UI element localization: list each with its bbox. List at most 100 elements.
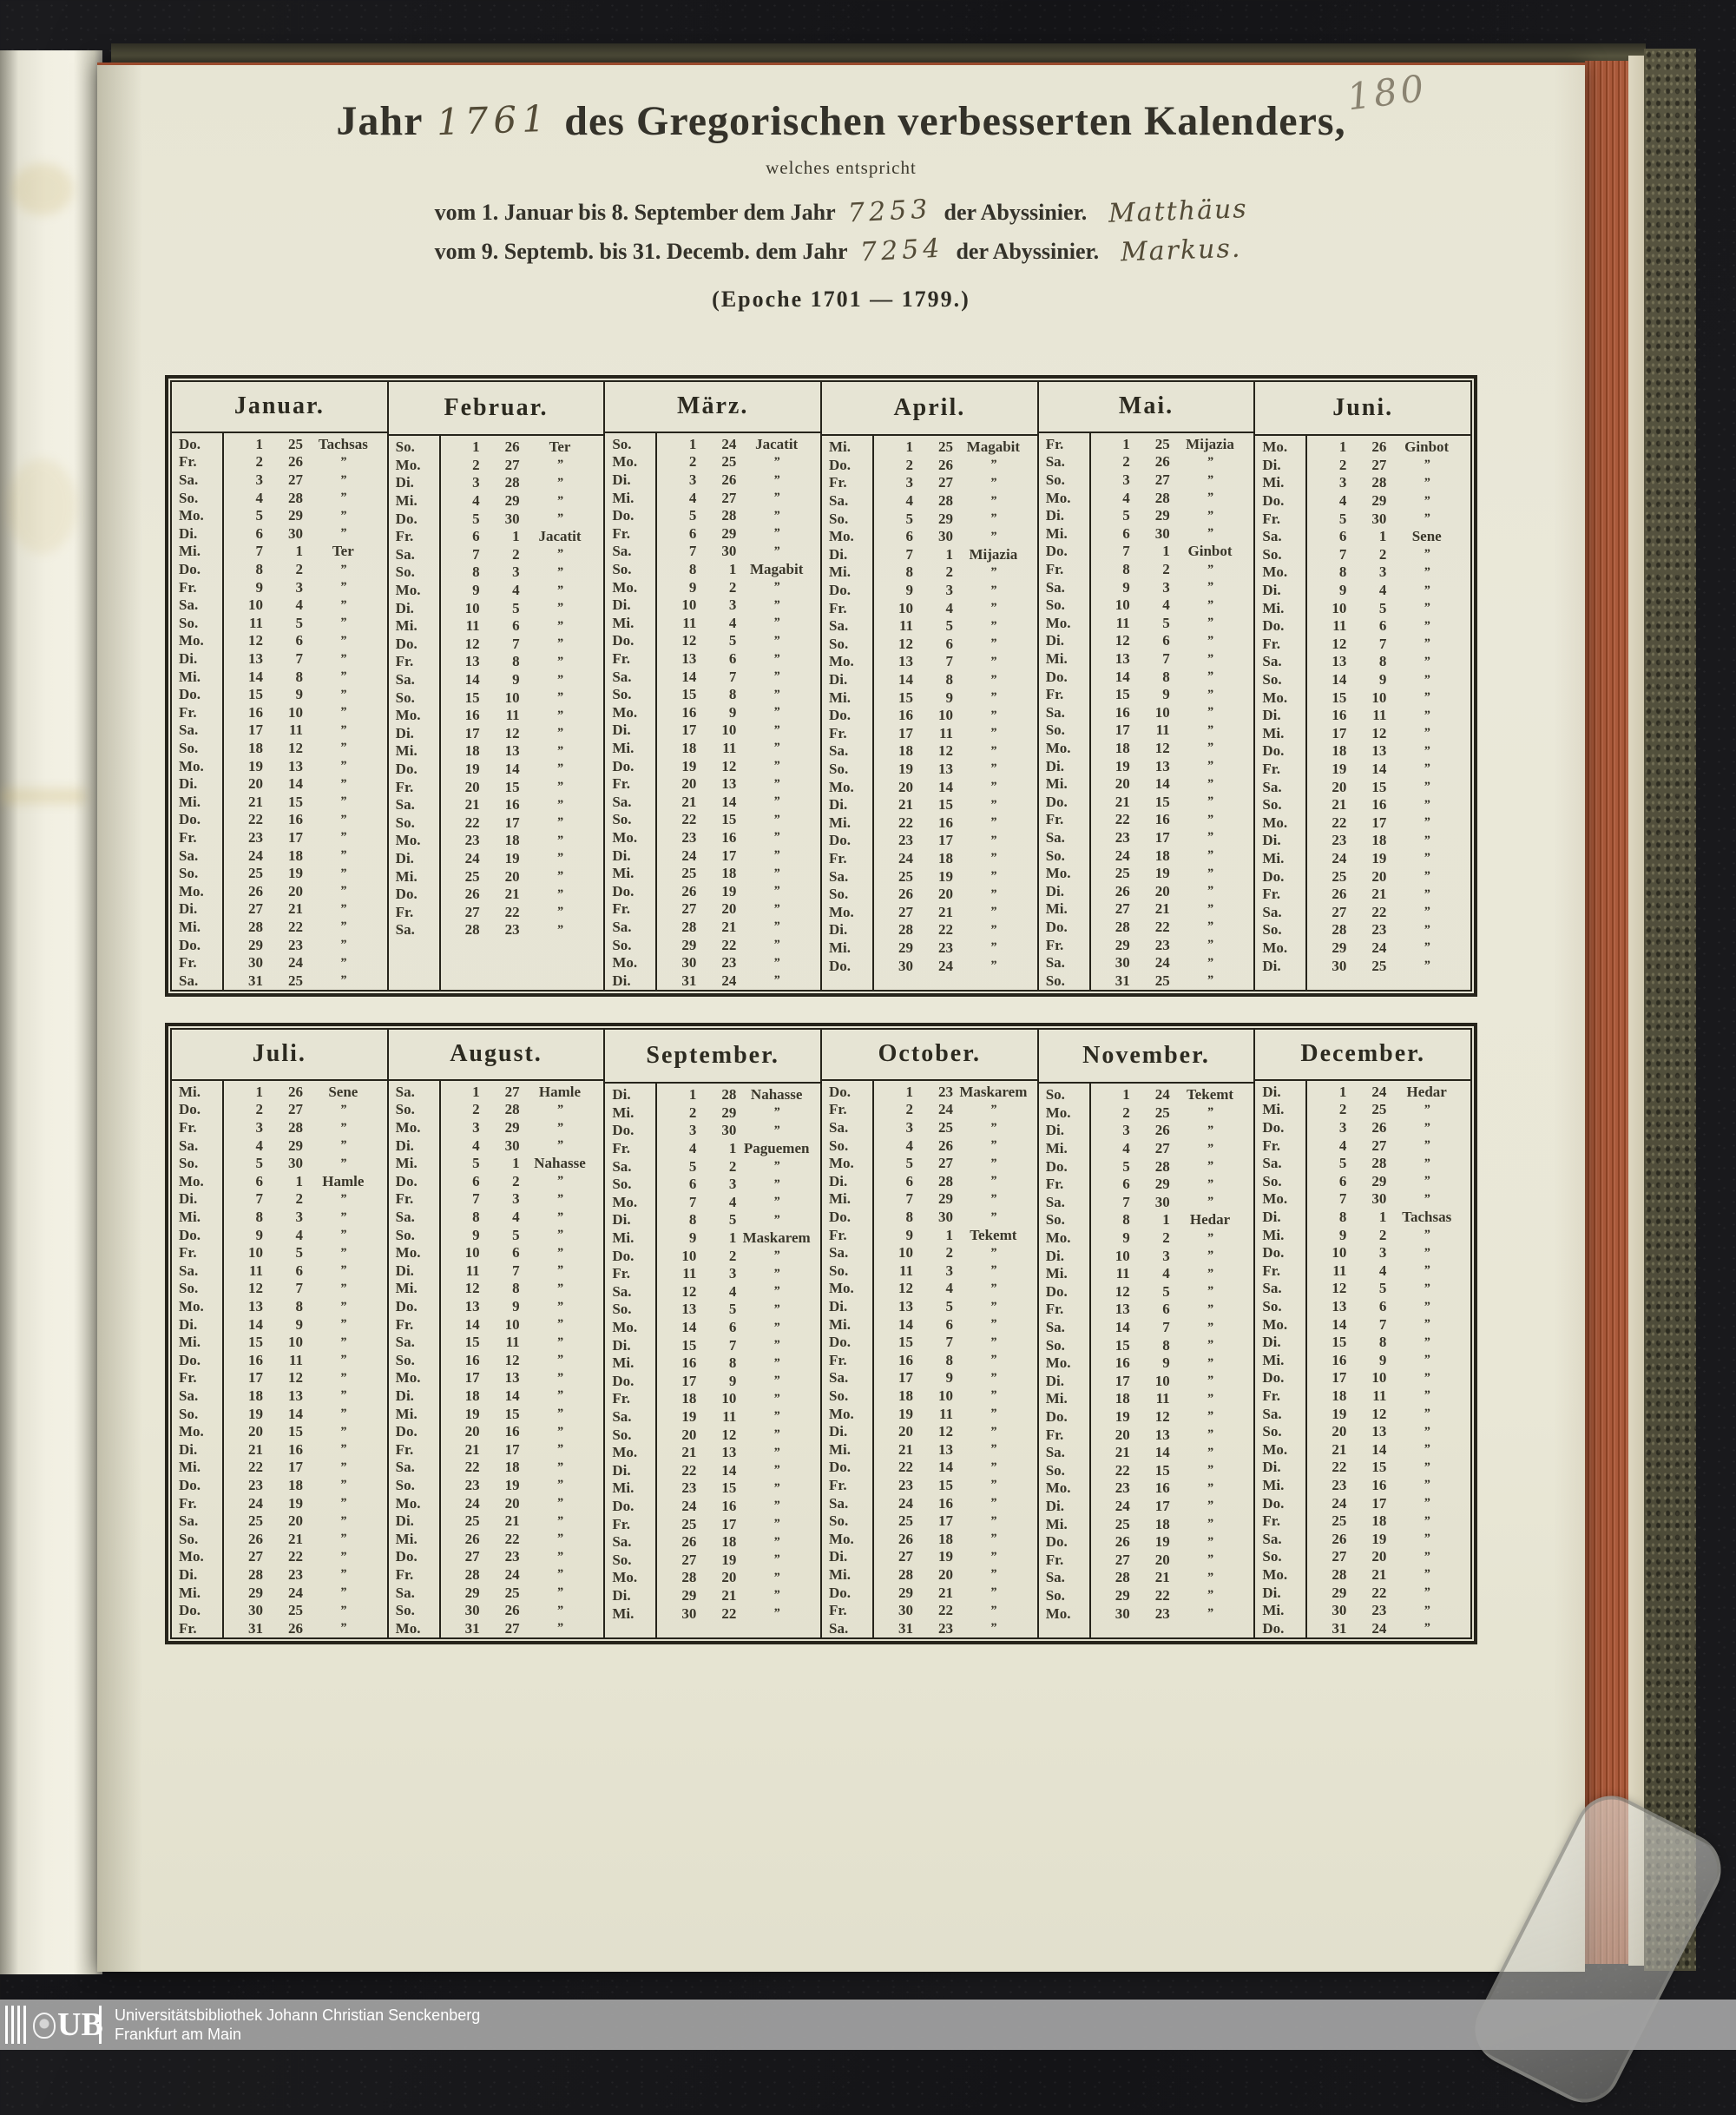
calendar-row: So. 17 11” [1039, 721, 1254, 740]
weekday-cell: Mo. [1262, 939, 1288, 956]
gregorian-day-cell: 13 [1332, 1298, 1347, 1315]
ditto-mark: ” [1423, 1317, 1430, 1332]
correspondence-text: der Abyssinier. [944, 200, 1088, 225]
ditto-mark: ” [990, 654, 997, 669]
ditto-mark: ” [1423, 1299, 1430, 1314]
gregorian-day-cell: 17 [1332, 724, 1347, 741]
calendar-row: Do. 30 25” [172, 1602, 387, 1620]
abyssinian-day-cell: 25 [288, 972, 303, 989]
abyssinian-day-cell: 14 [288, 1405, 303, 1422]
ditto-mark: ” [990, 869, 997, 884]
abyssinian-month-cell: Ginbot [1404, 438, 1450, 456]
library-city: Frankfurt am Main [115, 2026, 242, 2043]
gregorian-day-cell: 19 [898, 760, 914, 777]
calendar-row: Do. 23 17” [822, 832, 1037, 850]
calendar-row: Fr. 10 5” [172, 1244, 387, 1262]
calendar-row: So. 29 22” [1039, 1587, 1254, 1605]
weekday-cell: So. [829, 886, 849, 903]
calendar-row: Di. 7 2” [172, 1190, 387, 1209]
gregorian-day-cell: 20 [681, 1426, 697, 1443]
ditto-mark: ” [1207, 1301, 1213, 1316]
calendar-row: Do. 10 2” [605, 1247, 820, 1265]
ditto-mark: ” [556, 1621, 563, 1636]
weekday-cell: So. [179, 739, 199, 756]
abyssinian-day-cell: 28 [721, 507, 737, 524]
gregorian-day-cell: 13 [681, 1301, 697, 1318]
gregorian-day-cell: 6 [688, 524, 697, 542]
gregorian-day-cell: 23 [1332, 1476, 1347, 1493]
calendar-row: Di. 17 10” [605, 721, 820, 740]
ditto-mark: ” [990, 1281, 997, 1295]
month-header: Januar. [172, 382, 387, 433]
gregorian-day-cell: 25 [898, 1512, 914, 1530]
calendar-row: So. 8 1 Hedar [1039, 1211, 1254, 1229]
ditto-mark: ” [556, 1442, 563, 1457]
ditto-mark: ” [773, 616, 780, 630]
weekday-cell: Mo. [1045, 739, 1071, 756]
calendar-row: Sa. 16 10” [1039, 704, 1254, 722]
calendar-row: So. 19 14” [172, 1405, 387, 1423]
weekday-cell: Di. [179, 524, 198, 542]
gregorian-day-cell: 22 [681, 811, 697, 828]
gregorian-day-cell: 17 [898, 724, 914, 741]
ditto-mark: ” [556, 761, 563, 776]
calendar-row: Di. 24 19” [389, 850, 604, 868]
weekday-cell: Sa. [1045, 1319, 1065, 1336]
weekday-cell: Fr. [612, 775, 630, 793]
ditto-mark: ” [773, 1570, 780, 1585]
gregorian-day-cell: 16 [1115, 703, 1130, 721]
gregorian-day-cell: 1 [255, 435, 264, 452]
weekday-cell: Do. [1262, 1119, 1285, 1137]
abyssinian-month-cell: Sene [328, 1083, 358, 1100]
weekday-cell: Do. [395, 635, 418, 652]
abyssinian-day-cell: 17 [1154, 1497, 1170, 1514]
ditto-mark: ” [773, 741, 780, 755]
ditto-mark: ” [773, 1266, 780, 1281]
calendar-row: Sa. 3 27” [172, 471, 387, 490]
ditto-mark: ” [773, 1105, 780, 1120]
ditto-mark: ” [556, 797, 563, 812]
gregorian-day-cell: 1 [1122, 435, 1130, 452]
month-column-december: December. Di. 1 24 Hedar Mi. 2 25” Do. 3 26” Fr. 4 27… [1255, 1030, 1471, 1637]
calendar-row: Fr. 30 24” [172, 954, 387, 972]
abyssinian-day-cell: 20 [1371, 867, 1387, 885]
calendar-row: Fr. 19 14” [1255, 761, 1470, 779]
calendar-row: Mo. 17 13” [389, 1369, 604, 1387]
weekday-cell: Mi. [395, 742, 418, 760]
weekday-cell: Sa. [395, 796, 415, 814]
calendar-row: Mi. 28 20” [822, 1566, 1037, 1585]
calendar-row: Mi. 2 29” [605, 1104, 820, 1123]
ditto-mark: ” [339, 938, 347, 952]
ditto-mark: ” [1207, 866, 1213, 880]
weekday-cell: Di. [829, 1548, 848, 1565]
calendar-row: Fr. 28 24” [389, 1566, 604, 1585]
gregorian-day-cell: 30 [248, 954, 263, 972]
ditto-mark: ” [773, 1195, 780, 1209]
calendar-row: So. 8 3” [389, 563, 604, 582]
weekday-cell: So. [1262, 1423, 1282, 1440]
calendar-row: Fr. 20 15” [389, 778, 604, 796]
weekday-cell: Di. [1045, 1372, 1064, 1389]
abyssinian-day-cell: 2 [512, 545, 520, 563]
calendar-page [97, 63, 1585, 1972]
calendar-row: Fr. 1 25 Mijazia [1039, 436, 1254, 454]
ditto-mark: ” [339, 1585, 347, 1600]
weekday-cell: Di. [612, 596, 631, 614]
calendar-row: Mo. 2 25” [1039, 1104, 1254, 1123]
weekday-cell: Mo. [1045, 1479, 1071, 1497]
weekday-cell: Mi. [829, 1440, 852, 1458]
red-fore-edge [1585, 61, 1628, 1964]
calendar-row: Sa. 7 30” [605, 543, 820, 561]
calendar-row: Fr. 27 22” [389, 903, 604, 921]
weekday-cell: Sa. [395, 1209, 415, 1226]
ditto-mark: ” [773, 830, 780, 845]
weekday-cell: Mo. [1045, 614, 1071, 631]
weekday-cell: Mi. [395, 1280, 418, 1297]
ditto-mark: ” [990, 922, 997, 937]
gregorian-day-cell: 19 [248, 757, 263, 774]
month-column-august: August. Sa. 1 27 Hamle So. 2 28” Mo. 3 29” Di. 4 30” M… [388, 1030, 606, 1637]
abyssinian-day-cell: 17 [288, 1459, 303, 1476]
calendar-row: So. 7 2” [1255, 546, 1470, 564]
weekday-cell: Do. [179, 1226, 201, 1243]
abyssinian-day-cell: 10 [938, 1387, 954, 1404]
